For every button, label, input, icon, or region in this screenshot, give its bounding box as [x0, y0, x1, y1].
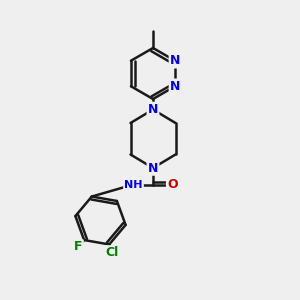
Text: NH: NH — [124, 179, 143, 190]
Text: F: F — [74, 240, 82, 254]
Text: N: N — [170, 80, 180, 93]
Text: Cl: Cl — [106, 246, 119, 260]
Text: N: N — [170, 54, 180, 67]
Text: O: O — [167, 178, 178, 191]
Text: N: N — [148, 103, 158, 116]
Text: N: N — [148, 161, 158, 175]
